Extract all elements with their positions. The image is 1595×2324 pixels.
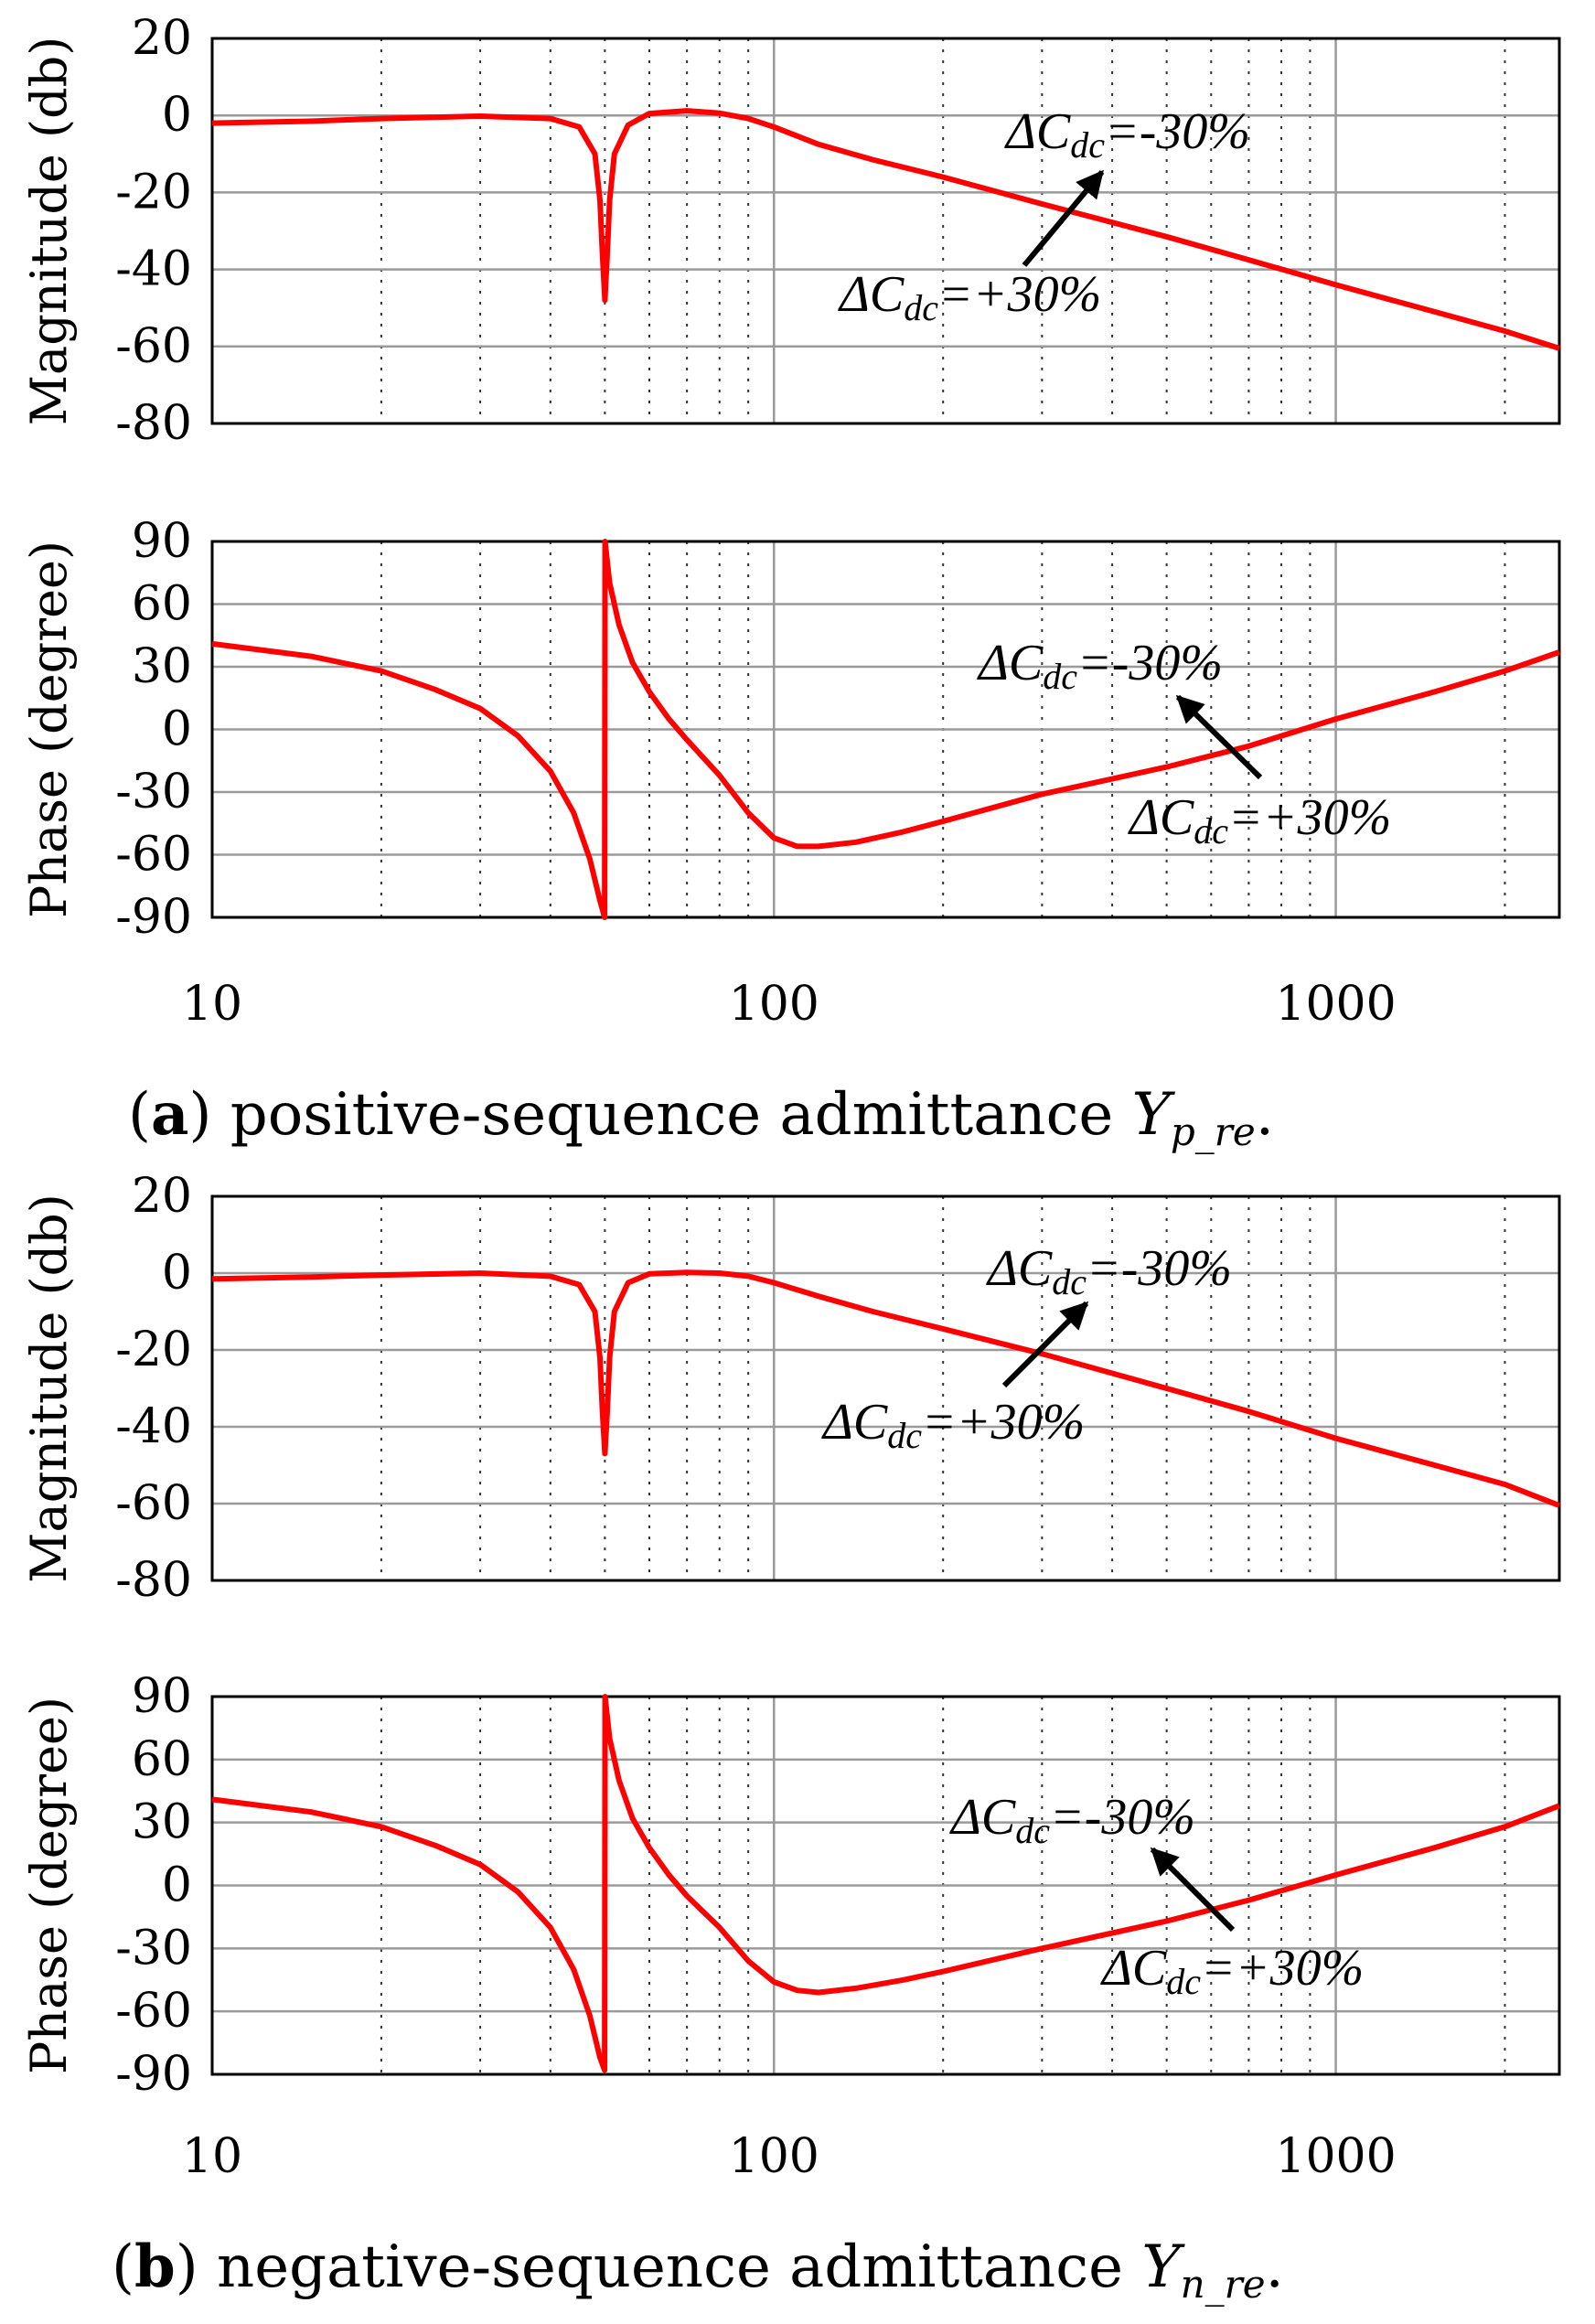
y-axis-label: Phase (degree) — [20, 541, 78, 918]
annotation-label: ΔCdc=+30% — [821, 1394, 1085, 1456]
x-tick-label: 1000 — [1275, 977, 1396, 1032]
annotation-label: ΔCdc=-30% — [986, 1240, 1232, 1302]
y-tick-label: -30 — [115, 765, 192, 819]
series-line — [211, 108, 1560, 351]
caption-a: (a) positive-sequence admittance Yp_re. — [128, 1080, 1274, 1154]
annotation-label: ΔCdc=+30% — [1128, 789, 1391, 851]
y-tick-label: -40 — [115, 242, 192, 297]
y-tick-label: -80 — [115, 1553, 192, 1608]
annotation-label: ΔCdc=+30% — [1100, 1940, 1364, 2002]
y-tick-label: 0 — [162, 1858, 192, 1913]
y-axis-label: Magnitude (db) — [20, 1194, 78, 1583]
y-tick-label: -60 — [115, 828, 192, 883]
x-tick-label: 10 — [182, 977, 242, 1032]
y-axis-label: Phase (degree) — [20, 1697, 78, 2074]
y-tick-label: 20 — [132, 11, 192, 66]
annotation-arrow — [1175, 694, 1263, 780]
y-tick-label: 0 — [162, 702, 192, 757]
annotation-arrow — [1001, 1301, 1089, 1388]
y-tick-label: 60 — [132, 577, 192, 632]
x-tick-label: 1000 — [1275, 2129, 1396, 2184]
y-tick-label: -60 — [115, 1476, 192, 1531]
y-tick-label: 90 — [132, 514, 192, 569]
y-tick-label: -90 — [115, 2047, 192, 2102]
plot-frame — [210, 1194, 1561, 1582]
annotation-arrow — [1150, 1847, 1236, 1933]
y-tick-label: 30 — [132, 1795, 192, 1850]
x-tick-label: 10 — [182, 2129, 242, 2184]
y-tick-label: -20 — [115, 165, 192, 220]
annotation-label: ΔCdc=-30% — [977, 635, 1223, 697]
y-tick-label: 0 — [162, 88, 192, 143]
panel-b-phase: 90 60 30 0 -30 -60 -90 Phase (degree) 10 100 1000 Δ… — [20, 1669, 1561, 2184]
y-tick-label: 20 — [132, 1169, 192, 1224]
plot-frame — [210, 540, 1561, 919]
series-line — [211, 1269, 1561, 1508]
y-tick-label: -20 — [115, 1323, 192, 1377]
y-axis-label: Magnitude (db) — [20, 37, 78, 426]
plot-frame — [210, 1695, 1561, 2076]
y-tick-label: -60 — [115, 1984, 192, 2039]
y-tick-label: -30 — [115, 1921, 192, 1976]
series-line — [211, 1694, 1561, 2073]
y-tick-label: -40 — [115, 1399, 192, 1454]
y-tick-label: -80 — [115, 396, 192, 451]
y-tick-label: 30 — [132, 639, 192, 694]
annotation-label: ΔCdc=-30% — [1004, 103, 1250, 166]
x-tick-label: 100 — [729, 2129, 819, 2184]
panel-b-magnitude: 20 0 -20 -40 -60 -80 Magnitude (db) ΔCdc=-30% ΔC… — [20, 1169, 1561, 1608]
series-line — [211, 539, 1560, 920]
annotation-label: ΔCdc=+30% — [838, 266, 1101, 328]
y-tick-label: 90 — [132, 1669, 192, 1724]
plot-frame — [210, 37, 1561, 425]
annotation-arrow — [1022, 169, 1105, 267]
y-tick-label: -60 — [115, 319, 192, 374]
panel-a-phase: 90 60 30 0 -30 -60 -90 Phase (degree) 10 100 1000 Δ… — [20, 514, 1561, 1032]
y-tick-label: 0 — [162, 1246, 192, 1301]
y-tick-label: -90 — [115, 890, 192, 945]
y-tick-label: 60 — [132, 1732, 192, 1787]
panel-a-magnitude: 20 0 -20 -40 -60 -80 Magnitude (db) ΔCdc=-30% ΔC… — [20, 11, 1561, 451]
caption-b: (b) negative-sequence admittance Yn_re. — [112, 2233, 1284, 2307]
x-tick-label: 100 — [729, 977, 819, 1032]
annotation-label: ΔCdc=-30% — [949, 1789, 1195, 1851]
plot-panels: 20 0 -20 -40 -60 -80 Magnitude (db) ΔCdc=-30% ΔC… — [20, 11, 1561, 2184]
